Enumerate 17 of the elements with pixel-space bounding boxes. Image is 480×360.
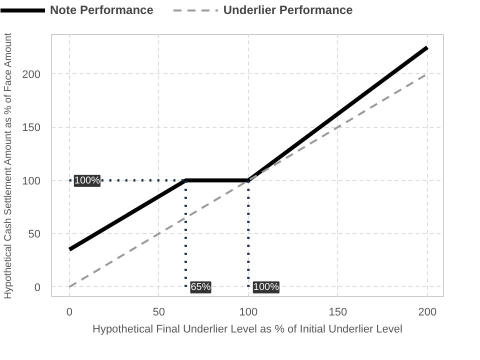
legend-label: Note Performance: [50, 3, 154, 17]
x-tick-label: 50: [152, 306, 166, 318]
y-axis-title: Hypothetical Cash Settlement Amount as % of Face Amount: [3, 32, 14, 300]
x-tick-label: 200: [418, 306, 437, 318]
y-tick-label: 200: [22, 68, 41, 81]
legend-label: Underlier Performance: [223, 3, 353, 17]
x-tick-label: 0: [66, 306, 72, 318]
y-tick-label: 100: [22, 175, 41, 188]
annotation: 65%: [190, 282, 211, 293]
y-tick-label: 0: [34, 282, 41, 294]
annotation: 100%: [74, 175, 100, 186]
x-axis-title: Hypothetical Final Underlier Level as % of Initial Underlier Level: [92, 324, 402, 336]
x-tick-label: 100: [239, 306, 258, 318]
annotation: 100%: [253, 282, 280, 293]
x-tick-label: 150: [328, 306, 348, 318]
y-tick-label: 50: [28, 228, 41, 241]
y-tick-label: 150: [22, 122, 41, 134]
